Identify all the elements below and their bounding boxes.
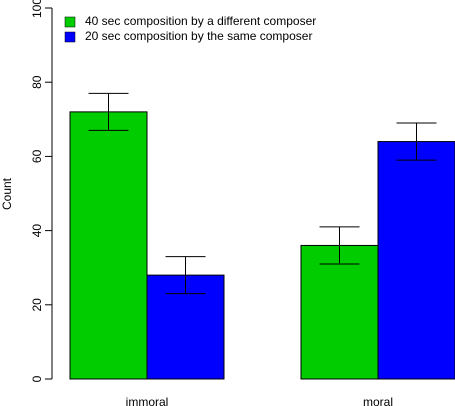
bar <box>377 141 455 380</box>
y-tick-label: 20 <box>30 298 44 312</box>
bar <box>300 244 379 380</box>
y-tick-label: 0 <box>30 375 44 382</box>
legend-swatch <box>64 31 76 43</box>
legend-label: 40 sec composition by a different compos… <box>85 14 316 28</box>
legend-swatch <box>64 16 76 28</box>
y-tick-label: 60 <box>30 149 44 163</box>
x-tick-label: immoral <box>126 395 169 406</box>
bar <box>69 111 148 380</box>
y-tick-label: 80 <box>30 75 44 89</box>
legend-label: 20 sec composition by the same composer <box>85 29 312 43</box>
y-tick-label: 40 <box>30 224 44 238</box>
y-tick-label: 100 <box>30 0 44 18</box>
x-tick-label: moral <box>363 395 393 406</box>
y-axis-label: Count <box>0 177 14 210</box>
